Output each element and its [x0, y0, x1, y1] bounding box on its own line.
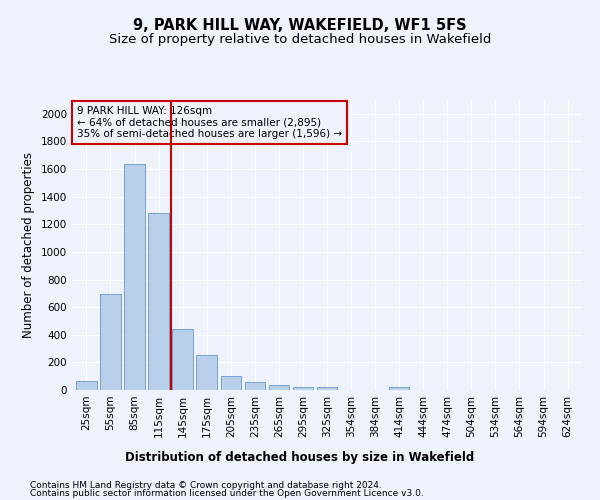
Text: 9 PARK HILL WAY: 126sqm
← 64% of detached houses are smaller (2,895)
35% of semi: 9 PARK HILL WAY: 126sqm ← 64% of detache…	[77, 106, 342, 139]
Bar	[148, 212, 169, 390]
Bar	[269, 385, 289, 390]
Bar	[293, 387, 313, 390]
Bar	[100, 294, 121, 390]
Bar	[124, 164, 145, 390]
Bar	[196, 355, 217, 390]
Bar	[389, 387, 409, 390]
Bar	[172, 328, 193, 390]
Bar	[221, 376, 241, 390]
Text: Contains public sector information licensed under the Open Government Licence v3: Contains public sector information licen…	[30, 489, 424, 498]
Bar	[76, 380, 97, 390]
Bar	[245, 382, 265, 390]
Bar	[317, 387, 337, 390]
Text: 9, PARK HILL WAY, WAKEFIELD, WF1 5FS: 9, PARK HILL WAY, WAKEFIELD, WF1 5FS	[133, 18, 467, 32]
Y-axis label: Number of detached properties: Number of detached properties	[22, 152, 35, 338]
Text: Size of property relative to detached houses in Wakefield: Size of property relative to detached ho…	[109, 32, 491, 46]
Text: Contains HM Land Registry data © Crown copyright and database right 2024.: Contains HM Land Registry data © Crown c…	[30, 480, 382, 490]
Text: Distribution of detached houses by size in Wakefield: Distribution of detached houses by size …	[125, 451, 475, 464]
